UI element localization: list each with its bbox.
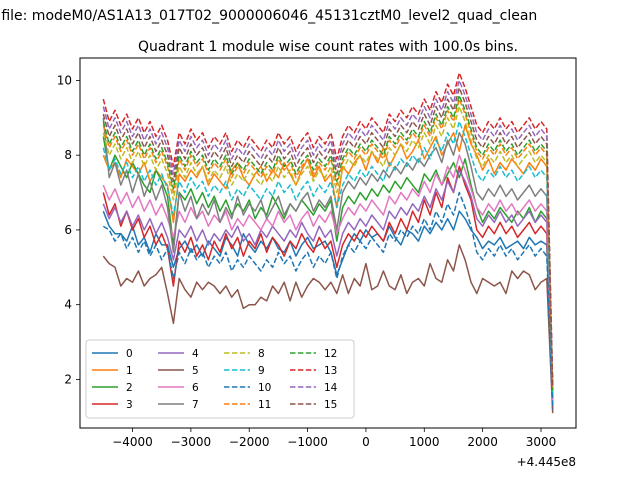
series-line-6 xyxy=(102,154,554,402)
x-tick-label: −2000 xyxy=(229,435,270,449)
legend-label-10: 10 xyxy=(258,382,271,394)
series-line-14 xyxy=(102,79,554,387)
legend-label-1: 1 xyxy=(126,365,133,377)
x-tick-label: 1000 xyxy=(409,435,440,449)
legend-label-2: 2 xyxy=(126,382,133,394)
x-axis-offset-label: +4.445e8 xyxy=(517,455,576,469)
legend-label-3: 3 xyxy=(126,399,133,411)
legend-label-14: 14 xyxy=(324,382,338,394)
y-tick-label: 10 xyxy=(57,73,72,87)
series-line-8 xyxy=(102,105,554,395)
series-line-4 xyxy=(102,169,554,406)
series-line-1 xyxy=(102,124,554,406)
x-tick-label: 0 xyxy=(362,435,370,449)
x-tick-label: 3000 xyxy=(526,435,557,449)
series-line-15 xyxy=(102,87,554,387)
legend-label-4: 4 xyxy=(192,348,199,360)
legend-label-6: 6 xyxy=(192,382,199,394)
x-axis: −4000 −3000 −2000 −1000 0 1000 2000 3000 xyxy=(112,428,556,449)
x-tick-label: −4000 xyxy=(112,435,153,449)
legend-box xyxy=(85,339,355,419)
x-tick-label: −1000 xyxy=(287,435,328,449)
y-tick-label: 8 xyxy=(64,148,72,162)
series-line-13 xyxy=(102,72,554,387)
series-layer xyxy=(102,72,554,414)
y-tick-label: 2 xyxy=(64,372,72,386)
legend-label-11: 11 xyxy=(258,399,271,411)
series-line-10 xyxy=(102,191,554,410)
x-tick-label: 2000 xyxy=(467,435,498,449)
plot-area-frame xyxy=(79,57,577,429)
y-tick-label: 4 xyxy=(64,298,72,312)
series-line-3 xyxy=(102,165,554,406)
figure-suptitle: n file: modeM0/AS1A13_017T02_9000006046_… xyxy=(0,8,537,24)
legend-label-8: 8 xyxy=(258,348,265,360)
legend-label-13: 13 xyxy=(324,365,337,377)
series-line-9 xyxy=(102,120,554,399)
chart-title: Quadrant 1 module wise count rates with … xyxy=(138,39,518,55)
series-line-12 xyxy=(102,94,554,391)
x-tick-label: −3000 xyxy=(171,435,212,449)
legend-label-5: 5 xyxy=(192,365,199,377)
series-line-7 xyxy=(102,117,554,399)
legend-label-7: 7 xyxy=(192,399,199,411)
legend-label-9: 9 xyxy=(258,365,265,377)
legend-label-15: 15 xyxy=(324,399,337,411)
y-axis: 2 4 6 8 10 xyxy=(57,73,80,386)
legend-label-12: 12 xyxy=(324,348,337,360)
legend-label-0: 0 xyxy=(126,348,133,360)
y-tick-label: 6 xyxy=(64,223,72,237)
series-line-5 xyxy=(102,244,554,414)
